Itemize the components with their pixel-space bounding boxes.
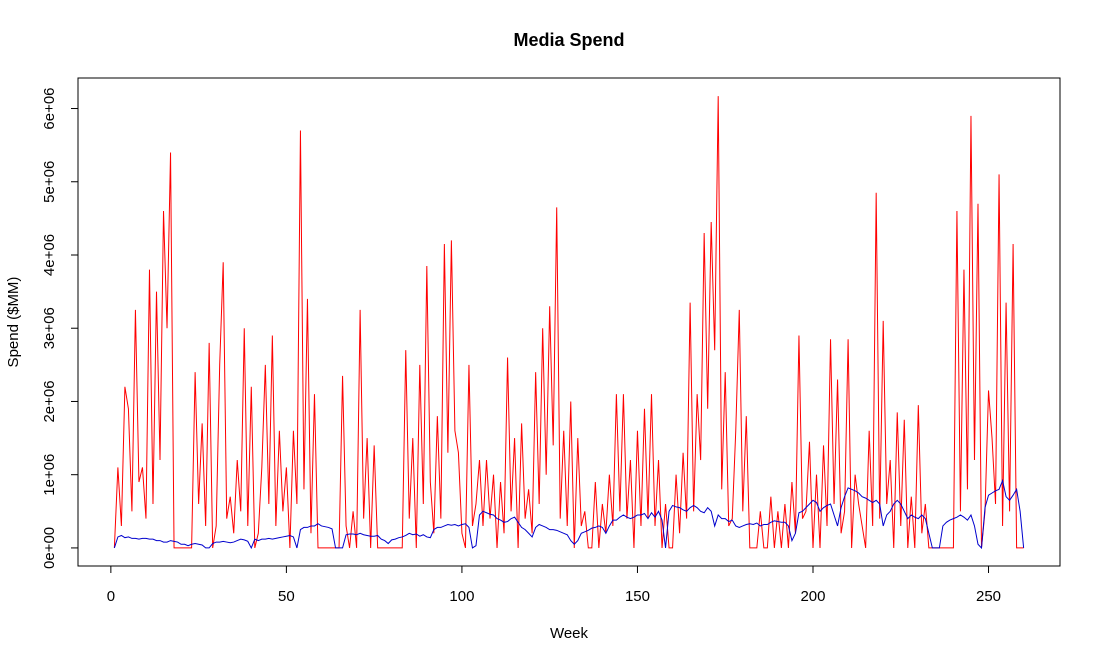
- x-axis-label: Week: [550, 625, 589, 642]
- y-axis-label: Spend ($MM): [5, 277, 22, 368]
- x-tick-label: 250: [976, 588, 1001, 605]
- x-tick-label: 100: [449, 588, 474, 605]
- y-tick-label: 2e+06: [41, 380, 58, 422]
- y-tick-label: 3e+06: [41, 307, 58, 349]
- y-tick-label: 4e+06: [41, 234, 58, 276]
- x-tick-label: 0: [107, 588, 115, 605]
- y-tick-label: 6e+06: [41, 87, 58, 129]
- series-line: [113, 478, 1025, 550]
- chart-title: Media Spend: [513, 30, 624, 50]
- x-tick-label: 200: [800, 588, 825, 605]
- y-tick-label: 0e+00: [41, 527, 58, 569]
- y-tick-label: 1e+06: [41, 454, 58, 496]
- x-tick-label: 50: [278, 588, 295, 605]
- plot-box: [77, 77, 1061, 567]
- x-tick-label: 150: [625, 588, 650, 605]
- y-tick-label: 5e+06: [41, 161, 58, 203]
- series-line: [113, 96, 1024, 549]
